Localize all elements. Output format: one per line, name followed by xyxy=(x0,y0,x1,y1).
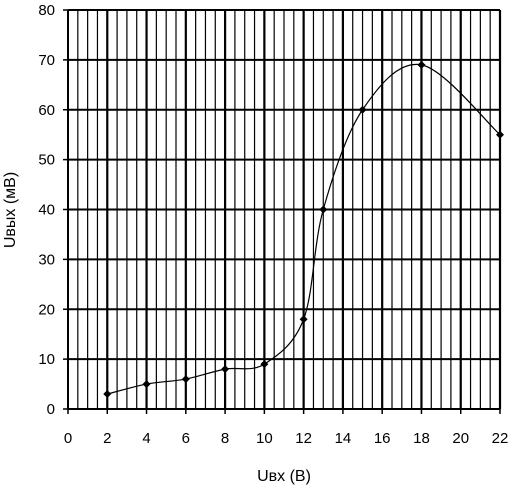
x-tick-label: 20 xyxy=(452,430,469,447)
x-tick-label: 10 xyxy=(256,430,273,447)
x-tick-label: 22 xyxy=(492,430,509,447)
y-tick-label: 20 xyxy=(38,301,55,318)
x-tick-label: 16 xyxy=(374,430,391,447)
data-point xyxy=(299,315,308,324)
data-point xyxy=(496,130,504,139)
x-tick-label: 6 xyxy=(182,430,190,447)
data-point xyxy=(103,390,112,399)
data-point xyxy=(319,205,328,214)
series-points-group xyxy=(103,60,504,399)
data-point xyxy=(181,375,190,384)
y-tick-label: 70 xyxy=(38,52,55,69)
major-gridlines xyxy=(68,9,502,409)
data-point xyxy=(358,105,367,114)
y-tick-label: 0 xyxy=(47,401,55,418)
y-tick-label: 50 xyxy=(38,152,55,169)
x-tick-label: 4 xyxy=(142,430,150,447)
axes xyxy=(63,9,501,414)
y-tick-labels: 0 10 20 30 40 50 60 70 80 xyxy=(38,2,55,418)
y-tick-label: 60 xyxy=(38,102,55,119)
y-tick-label: 40 xyxy=(38,202,55,219)
y-tick-label: 10 xyxy=(38,351,55,368)
data-point xyxy=(260,360,269,369)
x-tick-label: 2 xyxy=(103,430,111,447)
data-point xyxy=(142,380,151,389)
x-tick-labels: 0 2 4 6 8 10 12 14 16 18 20 22 xyxy=(64,430,509,447)
x-tick-label: 14 xyxy=(335,430,352,447)
x-tick-label: 8 xyxy=(221,430,229,447)
x-tick-label: 0 xyxy=(64,430,72,447)
x-tick-label: 12 xyxy=(295,430,312,447)
data-point xyxy=(417,60,426,69)
y-axis-title: Uвых (мВ) xyxy=(2,172,19,248)
data-point xyxy=(221,365,230,374)
x-axis-title: Uвх (В) xyxy=(257,468,311,485)
y-tick-label: 80 xyxy=(38,2,55,19)
y-tick-label: 30 xyxy=(38,251,55,268)
x-tick-label: 18 xyxy=(413,430,430,447)
